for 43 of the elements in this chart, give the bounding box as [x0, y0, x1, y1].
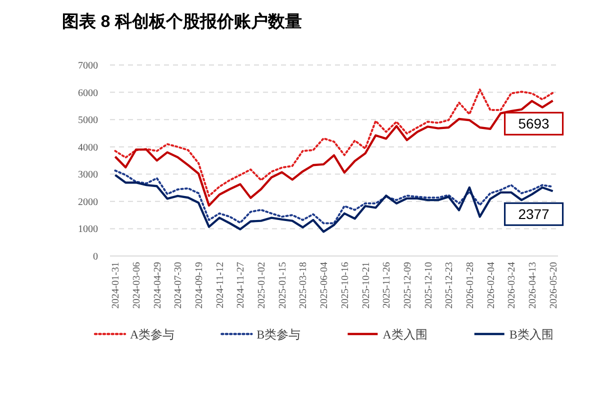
y-tick-label: 1000 — [78, 224, 98, 236]
x-tick-label: 2025-10-21 — [360, 262, 372, 309]
x-tick-label: 2025-01-15 — [277, 262, 288, 309]
annotation: 5693 — [504, 112, 564, 136]
x-tick-label: 2026-04-13 — [527, 262, 538, 309]
x-tick-label: 2025-12-10 — [423, 262, 434, 309]
x-tick-label: 2024-03-06 — [132, 262, 143, 309]
y-tick-label: 0 — [93, 252, 98, 262]
y-tick-label: 3000 — [78, 170, 98, 181]
x-tick-label: 2025-03-18 — [298, 262, 310, 309]
x-tick-label: 2024-11-27 — [236, 262, 247, 308]
x-tick-label: 2024-07-30 — [173, 262, 184, 309]
x-tick-label: 2026-05-20 — [548, 262, 560, 309]
x-tick-label: 2026-03-24 — [506, 262, 518, 309]
x-tick-label: 2025-11-26 — [382, 262, 393, 308]
annotation: 2377 — [518, 206, 550, 222]
x-tick-label: 2025-01-02 — [256, 262, 268, 309]
x-tick-label: 2024-01-31 — [110, 262, 122, 309]
chart-title: 图表 8 科创板个股报价账户数量 — [62, 12, 302, 31]
legend-label: B类入围 — [509, 328, 554, 342]
line-series — [114, 174, 554, 233]
legend-label: A类参与 — [130, 328, 175, 342]
x-tick-label: 2024-09-19 — [194, 262, 206, 309]
legend-label: A类入围 — [382, 328, 428, 342]
x-tick-label: 2025-06-04 — [319, 262, 330, 309]
legend-label: B类参与 — [256, 328, 301, 342]
y-tick-label: 2000 — [78, 196, 98, 208]
x-tick-label: 2024-11-12 — [214, 262, 226, 308]
x-tick-label: 2025-12-09 — [402, 262, 414, 309]
annotation: 5693 — [518, 116, 550, 132]
x-tick-label: 2026-02-04 — [486, 262, 497, 309]
y-tick-label: 5000 — [78, 115, 98, 126]
x-tick-label: 2025-12-23 — [444, 262, 456, 309]
x-tick-label: 2026-01-28 — [464, 262, 476, 309]
x-tick-label: 2024-04-29 — [152, 262, 164, 309]
line-series — [114, 100, 554, 207]
line-series — [114, 88, 554, 197]
annotation: 2377 — [504, 202, 564, 226]
line-series — [114, 170, 554, 224]
x-tick-label: 2025-10-16 — [340, 262, 351, 309]
y-tick-label: 6000 — [78, 88, 98, 99]
y-tick-label: 7000 — [78, 60, 98, 72]
y-tick-label: 4000 — [78, 142, 98, 154]
